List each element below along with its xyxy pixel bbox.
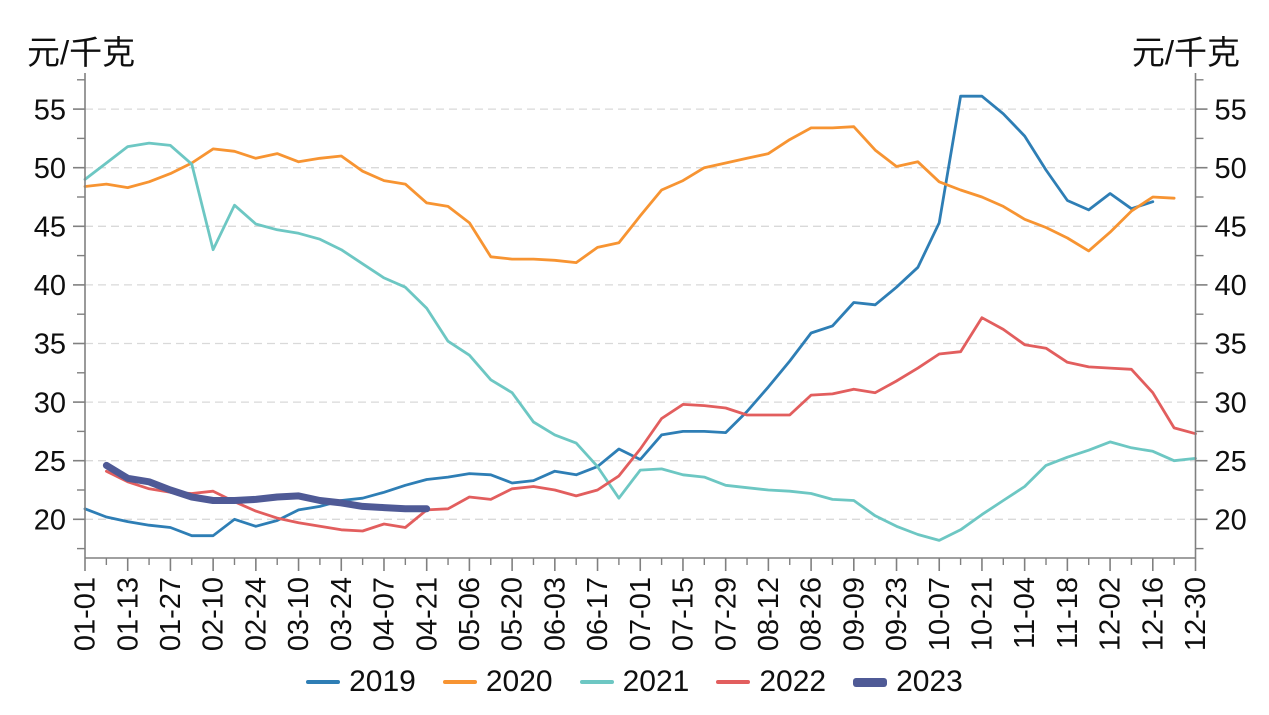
series-line-2020: [83, 125, 1176, 265]
legend-label-2022: 2022: [759, 665, 827, 698]
x-tick-label-12-30: 12-30: [1180, 577, 1212, 651]
y-tick-label-right-20: 20: [1215, 504, 1247, 536]
y-tick-label-right-45: 45: [1215, 211, 1247, 243]
x-tick-label-10-07: 10-07: [924, 577, 956, 651]
y-tick-label-left-55: 55: [34, 94, 66, 126]
legend-item-2020[interactable]: 2020: [442, 665, 553, 699]
x-tick-label-06-17: 06-17: [582, 577, 614, 651]
x-tick-label-11-04: 11-04: [1009, 577, 1041, 649]
legend-label-2023: 2023: [896, 665, 963, 698]
series-line-2023: [102, 461, 431, 513]
x-tick-label-09-23: 09-23: [881, 577, 913, 651]
x-tick-label-03-24: 03-24: [326, 577, 358, 651]
x-tick-label-02-10: 02-10: [198, 577, 230, 651]
y-tick-label-right-35: 35: [1215, 329, 1247, 361]
x-tick-label-07-29: 07-29: [710, 577, 742, 651]
x-tick-label-10-21: 10-21: [967, 577, 999, 651]
y-tick-label-right-30: 30: [1215, 387, 1247, 419]
legend-item-2023[interactable]: 2023: [853, 665, 963, 699]
legend-item-2021[interactable]: 2021: [579, 665, 690, 699]
y-tick-label-left-40: 40: [34, 270, 66, 302]
left-axis-unit-label: 元/千克: [27, 34, 136, 71]
x-tick-label-08-26: 08-26: [796, 577, 828, 651]
x-tick-label-06-03: 06-03: [539, 577, 571, 651]
x-tick-label-01-13: 01-13: [112, 577, 144, 651]
x-tick-label-11-18: 11-18: [1052, 577, 1084, 649]
right-axis-unit-label: 元/千克: [1131, 34, 1240, 71]
x-tick-label-02-24: 02-24: [240, 577, 272, 651]
x-tick-label-04-07: 04-07: [369, 577, 401, 651]
x-tick-label-12-16: 12-16: [1137, 577, 1169, 651]
series-line-2021: [83, 141, 1197, 542]
x-tick-label-04-21: 04-21: [411, 577, 443, 651]
legend-label-2021: 2021: [622, 665, 690, 698]
y-tick-label-right-40: 40: [1215, 270, 1247, 302]
x-tick-label-05-20: 05-20: [497, 577, 529, 651]
y-tick-label-left-20: 20: [34, 504, 66, 536]
y-tick-label-right-50: 50: [1215, 153, 1247, 185]
legend-swatch-2020: [442, 679, 477, 685]
y-tick-label-left-45: 45: [34, 211, 66, 243]
y-tick-label-right-25: 25: [1215, 446, 1247, 478]
y-tick-label-right-55: 55: [1215, 94, 1247, 126]
legend-swatch-2019: [306, 679, 341, 685]
legend: 2019 2020 2021 2022 2023: [0, 665, 1269, 699]
legend-swatch-2021: [579, 679, 614, 685]
x-tick-label-05-06: 05-06: [454, 577, 486, 651]
legend-item-2022[interactable]: 2022: [716, 665, 826, 699]
series-line-2019: [83, 94, 1155, 538]
legend-label-2019: 2019: [349, 665, 416, 698]
legend-swatch-2023: [853, 677, 888, 687]
x-tick-label-07-01: 07-01: [625, 577, 657, 651]
y-tick-label-left-30: 30: [34, 387, 66, 419]
y-tick-label-left-50: 50: [34, 153, 66, 185]
y-tick-label-left-35: 35: [34, 329, 66, 361]
legend-label-2020: 2020: [485, 665, 553, 698]
y-tick-label-left-25: 25: [34, 446, 66, 478]
x-tick-label-12-02: 12-02: [1095, 577, 1127, 651]
legend-swatch-2022: [716, 679, 751, 685]
legend-item-2019[interactable]: 2019: [306, 665, 416, 699]
x-tick-label-01-27: 01-27: [155, 577, 187, 651]
x-tick-label-07-15: 07-15: [668, 577, 700, 651]
x-tick-label-01-01: 01-01: [70, 577, 102, 651]
x-tick-label-03-10: 03-10: [283, 577, 315, 651]
x-tick-label-09-09: 09-09: [838, 577, 870, 651]
series-line-2022: [105, 316, 1197, 533]
x-tick-label-08-12: 08-12: [753, 577, 785, 651]
